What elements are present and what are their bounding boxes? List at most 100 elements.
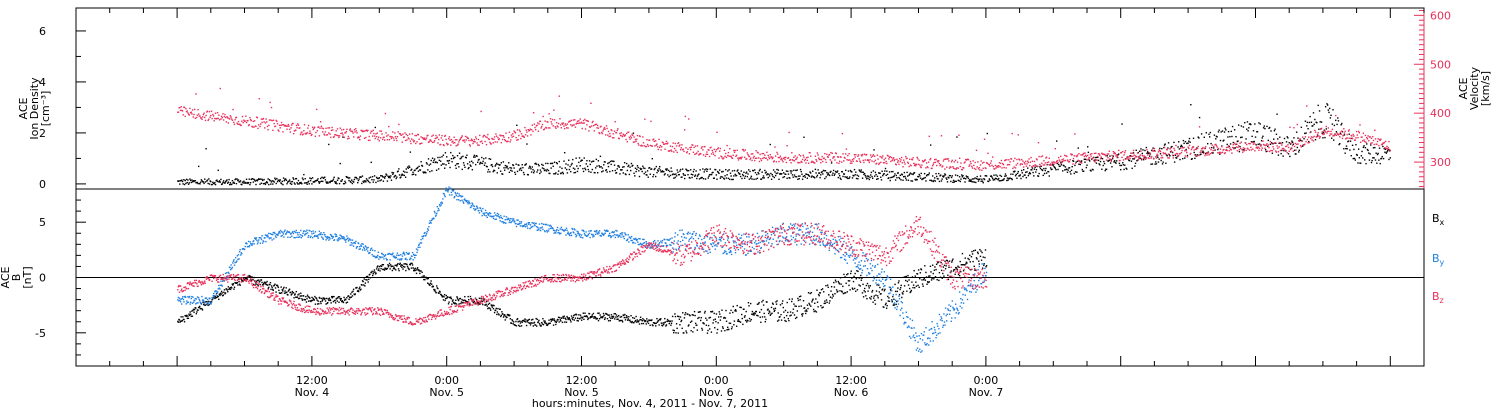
- data-point: [769, 153, 771, 156]
- data-point: [741, 177, 743, 180]
- data-point: [351, 295, 354, 297]
- data-point: [552, 319, 554, 321]
- data-point: [257, 279, 260, 281]
- data-point: [1310, 137, 1312, 140]
- data-point: [689, 321, 692, 323]
- data-point: [747, 173, 749, 175]
- data-point: [328, 297, 331, 299]
- data-point: [931, 167, 933, 170]
- data-point: [950, 161, 953, 163]
- data-point: [872, 154, 875, 156]
- data-point: [214, 181, 216, 184]
- data-point: [764, 172, 767, 174]
- data-point: [213, 183, 215, 185]
- data-point: [342, 136, 344, 138]
- data-point: [520, 133, 523, 135]
- data-point: [288, 125, 290, 127]
- data-point: [1266, 145, 1269, 148]
- data-point: [1115, 162, 1117, 164]
- data-point: [762, 299, 764, 302]
- data-point: [998, 180, 1001, 182]
- data-point: [280, 121, 283, 124]
- data-point: [864, 287, 866, 290]
- data-point: [1038, 172, 1040, 175]
- data-point: [801, 178, 804, 180]
- data-point: [1358, 157, 1361, 159]
- data-point: [361, 129, 363, 132]
- data-point: [1033, 175, 1035, 177]
- data-point: [908, 165, 910, 168]
- data-point: [364, 285, 366, 287]
- data-point: [527, 174, 529, 176]
- data-point: [687, 325, 690, 327]
- data-point: [925, 175, 928, 177]
- axis-title-line: [nT]: [21, 266, 34, 288]
- data-point: [419, 272, 421, 275]
- data-point: [719, 177, 722, 179]
- data-point: [657, 319, 660, 322]
- data-point: [456, 154, 459, 157]
- data-point: [379, 137, 382, 139]
- data-point: [465, 157, 467, 159]
- velocity-tick-label: 600: [1430, 9, 1451, 22]
- data-point: [754, 313, 756, 315]
- data-point: [1326, 103, 1328, 105]
- data-point: [1026, 163, 1028, 165]
- data-point: [255, 125, 257, 128]
- data-point: [447, 160, 449, 162]
- data-point: [225, 121, 228, 123]
- data-point: [831, 152, 833, 154]
- data-point: [1172, 157, 1174, 159]
- data-point: [707, 324, 710, 327]
- data-point: [1333, 134, 1336, 137]
- data-point: [1179, 158, 1181, 161]
- data-point: [1007, 179, 1009, 181]
- data-point: [272, 289, 274, 292]
- data-point: [1367, 149, 1369, 152]
- data-point: [735, 155, 737, 158]
- data-point: [480, 162, 482, 164]
- data-point: [457, 299, 460, 302]
- data-point: [1181, 145, 1183, 148]
- data-point: [271, 180, 273, 182]
- data-point: [851, 277, 853, 279]
- data-point: [240, 124, 242, 127]
- data-point: [965, 178, 967, 180]
- data-point: [184, 179, 186, 182]
- data-point: [374, 137, 376, 140]
- data-point: [843, 273, 845, 276]
- data-point: [468, 144, 471, 146]
- data-point: [717, 171, 720, 174]
- data-point: [209, 301, 212, 303]
- data-point: [1087, 158, 1090, 160]
- data-point: [267, 128, 269, 131]
- data-point: [999, 174, 1001, 177]
- data-point: [511, 320, 514, 322]
- data-point: [892, 304, 895, 306]
- data-point: [1201, 151, 1203, 154]
- data-point: [1254, 123, 1256, 125]
- data-point: [1131, 152, 1133, 154]
- data-point: [630, 321, 633, 324]
- data-point: [265, 284, 268, 286]
- data-point: [345, 298, 347, 301]
- data-point: [656, 321, 659, 323]
- data-point: [277, 286, 280, 289]
- data-point: [568, 168, 571, 171]
- data-point: [185, 315, 187, 318]
- data-point: [718, 150, 721, 152]
- data-point: [355, 128, 357, 130]
- data-point: [820, 162, 822, 164]
- data-point: [721, 156, 723, 158]
- data-point: [237, 123, 239, 125]
- data-point: [931, 180, 933, 182]
- data-point: [855, 171, 857, 173]
- data-point: [1163, 146, 1166, 149]
- data-point: [1364, 140, 1366, 143]
- data-point: [202, 301, 204, 304]
- data-point: [661, 146, 663, 148]
- data-point: [302, 133, 304, 135]
- data-point: [909, 172, 912, 174]
- data-point: [748, 317, 751, 320]
- data-point: [442, 295, 444, 297]
